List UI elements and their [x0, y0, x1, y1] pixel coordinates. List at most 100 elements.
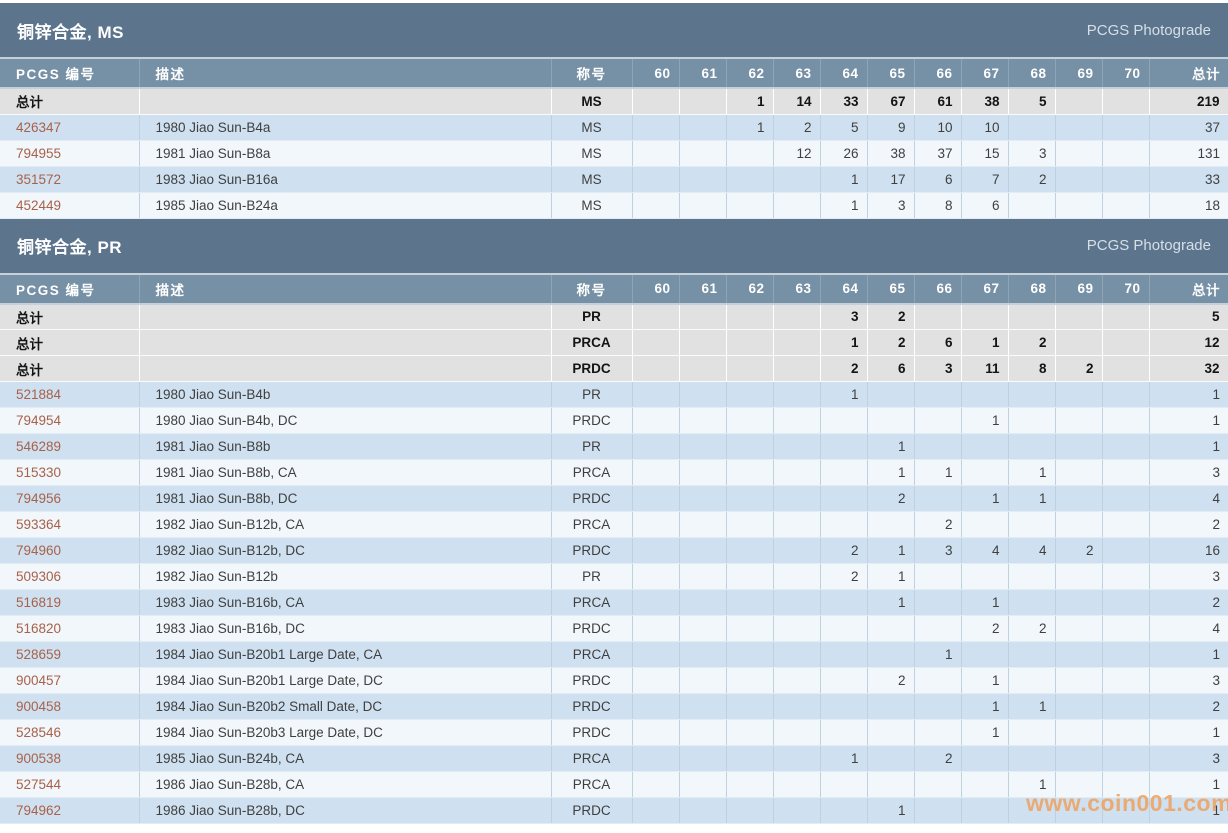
section-ms: 铜锌合金, MS PCGS Photograde PCGS 编号 描述 称号 60 61… — [0, 3, 1228, 219]
photograde-link[interactable]: PCGS Photograde — [1086, 237, 1211, 254]
row-total-cell: 18 — [1149, 192, 1228, 219]
grade-count-cell: 2 — [820, 563, 868, 590]
grade-count-cell: 1 — [820, 745, 868, 772]
pcgs-number-cell: 794962 — [0, 797, 140, 824]
pcgs-number-link[interactable]: 900458 — [16, 699, 62, 714]
grade-count-cell: 3 — [820, 303, 868, 330]
pcgs-number-link[interactable]: 794962 — [16, 803, 62, 818]
grade-count-cell — [867, 745, 915, 772]
grade-count-cell — [820, 407, 868, 434]
pcgs-number-link[interactable]: 794954 — [16, 413, 62, 428]
pcgs-number-column-header: PCGS 编号 — [0, 59, 140, 89]
pcgs-number-link[interactable]: 794960 — [16, 543, 62, 558]
grade-count-cell — [773, 615, 821, 642]
grade-count-cell: 3 — [914, 537, 962, 564]
total-row-label: 总计 — [0, 329, 140, 356]
grade-count-cell — [1102, 719, 1150, 746]
grade-count-cell: 33 — [820, 88, 868, 115]
grade-count-cell — [679, 407, 727, 434]
grade-count-cell: 26 — [820, 140, 868, 167]
pcgs-number-link[interactable]: 794956 — [16, 491, 62, 506]
pcgs-number-link[interactable]: 509306 — [16, 569, 62, 584]
description-cell — [139, 303, 552, 330]
description-cell: 1980 Jiao Sun-B4b — [139, 381, 552, 408]
grade-count-cell: 9 — [867, 114, 915, 141]
grade-count-cell — [632, 329, 680, 356]
pcgs-number-cell: 528546 — [0, 719, 140, 746]
designation-cell: PRCA — [551, 511, 633, 538]
grade-count-cell: 38 — [961, 88, 1009, 115]
table-row: 546289 1981 Jiao Sun-B8b PR 1 1 — [0, 433, 1228, 460]
pcgs-number-link[interactable]: 515330 — [16, 465, 62, 480]
grade-count-cell — [632, 563, 680, 590]
pcgs-number-link[interactable]: 794955 — [16, 145, 62, 161]
grade-count-cell: 1 — [961, 667, 1009, 694]
grade-count-cell — [867, 641, 915, 668]
pcgs-number-link[interactable]: 593364 — [16, 517, 62, 532]
grade-count-cell — [773, 329, 821, 356]
grade-count-cell — [914, 719, 962, 746]
row-total-cell: 1 — [1149, 641, 1228, 668]
pcgs-number-link[interactable]: 452449 — [16, 197, 62, 213]
grade-column-header: 62 — [726, 274, 774, 305]
grade-count-cell — [632, 615, 680, 642]
grade-count-cell — [679, 355, 727, 382]
grade-count-cell — [726, 771, 774, 798]
pcgs-number-link[interactable]: 516820 — [16, 621, 62, 636]
pcgs-number-link[interactable]: 528546 — [16, 725, 62, 740]
designation-cell: PRCA — [551, 459, 633, 486]
grade-count-cell — [1102, 329, 1150, 356]
section-header-pr: 铜锌合金, PR PCGS Photograde — [0, 218, 1228, 275]
grade-column-header: 61 — [679, 274, 727, 305]
grade-count-cell — [632, 641, 680, 668]
grade-count-cell — [1055, 329, 1103, 356]
grade-count-cell — [632, 140, 680, 167]
pcgs-number-link[interactable]: 900457 — [16, 673, 62, 688]
designation-cell: PRDC — [551, 797, 633, 824]
grade-count-cell — [820, 771, 868, 798]
pcgs-number-link[interactable]: 426347 — [16, 119, 62, 135]
grade-count-cell: 61 — [914, 88, 962, 115]
grade-count-cell — [632, 407, 680, 434]
grade-count-cell — [726, 511, 774, 538]
grade-count-cell — [679, 745, 727, 772]
table-row: 794960 1982 Jiao Sun-B12b, DC PRDC 2 1 3 4 4 2 16 — [0, 537, 1228, 564]
grade-count-cell — [726, 719, 774, 746]
description-cell: 1986 Jiao Sun-B28b, CA — [139, 771, 552, 798]
pcgs-number-link[interactable]: 521884 — [16, 387, 62, 402]
grade-count-cell — [1008, 641, 1056, 668]
grade-count-cell: 4 — [1008, 537, 1056, 564]
grade-count-cell — [726, 745, 774, 772]
grade-column-header: 69 — [1055, 59, 1103, 89]
pcgs-number-cell: 452449 — [0, 192, 140, 219]
grade-count-cell — [773, 485, 821, 512]
grade-count-cell — [914, 771, 962, 798]
pcgs-number-cell: 900538 — [0, 745, 140, 772]
grade-column-header: 60 — [632, 274, 680, 305]
photograde-link[interactable]: PCGS Photograde — [1086, 21, 1211, 39]
pcgs-number-link[interactable]: 351572 — [16, 171, 62, 187]
grade-count-cell: 2 — [820, 537, 868, 564]
grade-count-cell — [632, 355, 680, 382]
pcgs-number-link[interactable]: 546289 — [16, 439, 62, 454]
row-total-cell: 1 — [1149, 407, 1228, 434]
grade-count-cell — [1008, 563, 1056, 590]
section-title: 铜锌合金, PR — [17, 238, 123, 257]
grade-count-cell: 14 — [773, 88, 821, 115]
pcgs-number-link[interactable]: 528659 — [16, 647, 62, 662]
total-row: 总计 PRCA 1 2 6 1 2 12 — [0, 329, 1228, 356]
grade-column-header: 61 — [679, 59, 727, 89]
grade-count-cell — [961, 433, 1009, 460]
grade-count-cell — [773, 303, 821, 330]
pcgs-number-link[interactable]: 900538 — [16, 751, 62, 766]
grade-count-cell: 1 — [961, 485, 1009, 512]
grade-count-cell — [1008, 745, 1056, 772]
total-row: 总计 PR 3 2 5 — [0, 303, 1228, 330]
grade-count-cell — [1055, 192, 1103, 219]
description-cell: 1984 Jiao Sun-B20b3 Large Date, DC — [139, 719, 552, 746]
grade-count-cell — [1102, 615, 1150, 642]
pcgs-number-link[interactable]: 527544 — [16, 777, 62, 792]
total-row-label: 总计 — [0, 303, 140, 330]
grade-count-cell — [1055, 114, 1103, 141]
pcgs-number-link[interactable]: 516819 — [16, 595, 62, 610]
